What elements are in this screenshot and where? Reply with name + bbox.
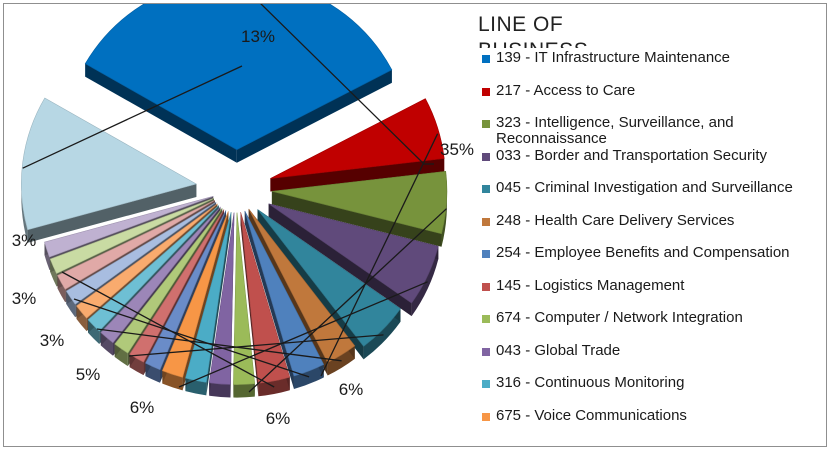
leader-line-5 — [96, 328, 342, 362]
leader-line-6 — [73, 298, 310, 378]
leader-line-3 — [178, 281, 428, 388]
pie-slice-wall-6-1 — [244, 210, 294, 390]
legend-swatch — [482, 348, 490, 356]
pie-slice-side-3 — [411, 246, 439, 317]
pie-slice-wall-7-1 — [240, 212, 259, 397]
leader-line-7 — [61, 271, 275, 388]
legend-swatch — [482, 315, 490, 323]
legend-label: 217 - Access to Care — [496, 82, 636, 99]
legend-label: 033 - Border and Transportation Security — [496, 147, 767, 164]
legend-swatch — [482, 218, 490, 226]
legend-swatch — [482, 185, 490, 193]
pie-slice-14 — [114, 208, 223, 354]
legend-label: 674 - Computer / Network Integration — [496, 309, 743, 326]
pie-slice-3 — [268, 203, 439, 304]
pie-slice-16 — [87, 205, 220, 332]
data-label-0: 35% — [440, 140, 474, 159]
pie-slice-wall-2-1 — [271, 191, 442, 247]
pie-slice-side-11 — [162, 370, 183, 391]
legend-label: 043 - Global Trade — [496, 342, 621, 359]
legend-label: 316 - Continuous Monitoring — [496, 374, 685, 391]
pie-chart: 35% 6% 6% 6% 5% 3% 3% 3% 13% — [12, 4, 474, 428]
pie-slice-side-4 — [363, 308, 401, 360]
pie-slice-side-8 — [233, 383, 255, 398]
pie-slice-19 — [57, 200, 216, 290]
pie-slice-20 — [49, 198, 215, 274]
legend-swatch — [482, 250, 490, 258]
data-label-3: 6% — [130, 398, 155, 417]
legend-label: 139 - IT Infrastructure Maintenance — [496, 49, 731, 66]
pie-slice-wall-3-1 — [268, 203, 412, 317]
pie-slice-wall-22-0 — [27, 184, 197, 243]
legend-label: 045 - Criminal Investigation and Surveil… — [496, 179, 793, 196]
data-label-22: 13% — [241, 27, 275, 46]
data-label-5: 3% — [40, 331, 65, 350]
leader-line-1 — [320, 133, 439, 377]
legend: LINE OF BUSINESS 139 - IT Infrastructure… — [478, 4, 818, 446]
pie-slice-1 — [270, 98, 445, 179]
pie-slice-wall-11-0 — [182, 211, 229, 391]
pie-slice-4 — [257, 209, 401, 347]
pie-center — [222, 181, 250, 209]
legend-swatch — [482, 120, 490, 128]
pie-slice-0 — [84, 4, 393, 151]
legend-swatch — [482, 55, 490, 63]
pie-slice-8 — [233, 212, 256, 385]
leader-line-22 — [22, 65, 243, 169]
legend-swatch — [482, 153, 490, 161]
pie-slice-9 — [208, 212, 235, 385]
data-label-1: 6% — [339, 380, 364, 399]
pie-slice-wall-4-1 — [257, 209, 364, 360]
pie-slice-17 — [76, 203, 218, 319]
legend-label: 323 - Intelligence, Surveillance, and Re… — [496, 114, 734, 147]
legend-label: 254 - Employee Benefits and Compensation — [496, 244, 790, 261]
legend-label: 675 - Voice Communications — [496, 407, 687, 424]
legend-swatch — [482, 88, 490, 96]
leader-line-4 — [128, 334, 384, 357]
pie-slice-wall-0-1 — [236, 69, 392, 163]
legend-swatch — [482, 380, 490, 388]
leader-line-2 — [248, 208, 447, 393]
pie-slice-13 — [129, 209, 225, 363]
chart-frame: 35% 6% 6% 6% 5% 3% 3% 3% 13% LINE OF BUSINESS 13… — [3, 3, 827, 447]
legend-swatch — [482, 413, 490, 421]
legend-label: 145 - Logistics Management — [496, 277, 685, 294]
pie-slice-21 — [44, 196, 214, 258]
data-label-2: 6% — [266, 409, 291, 428]
pie-slice-side-9 — [209, 382, 231, 398]
legend-label: 248 - Health Care Delivery Services — [496, 212, 735, 229]
pie-slice-2 — [271, 170, 448, 235]
legend-swatch — [482, 283, 490, 291]
pie-slice-22 — [21, 97, 198, 231]
leader-line-0 — [260, 4, 434, 165]
pie-slice-18 — [65, 201, 217, 305]
data-label-6: 3% — [12, 289, 37, 308]
pie-slice-wall-0-0 — [85, 63, 237, 163]
legend-title: LINE OF BUSINESS — [478, 13, 588, 48]
pie-slice-wall-1-1 — [270, 158, 445, 192]
data-label-7: 3% — [12, 231, 37, 250]
data-label-4: 5% — [76, 365, 101, 384]
